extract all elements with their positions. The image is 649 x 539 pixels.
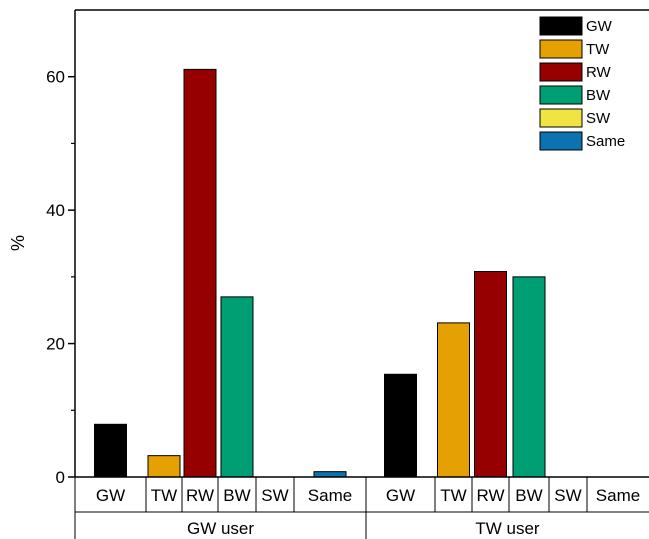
y-tick-label: 40 <box>46 201 65 220</box>
category-label: SW <box>261 486 288 505</box>
category-label: Same <box>308 486 352 505</box>
category-table: GW TW RW BW SW Same GW user GW TW RW BW SW Same TW us… <box>74 476 649 539</box>
y-tick-label: 0 <box>56 468 65 487</box>
bar-gw-user-bw <box>220 296 254 478</box>
y-tick-label: 20 <box>46 335 65 354</box>
group-label: TW user <box>475 519 540 538</box>
category-label: RW <box>186 486 214 505</box>
category-label: GW <box>386 486 415 505</box>
legend-label-gw: GW <box>586 18 613 35</box>
legend-swatch-bw <box>539 85 583 105</box>
legend-label-sw: SW <box>586 110 611 127</box>
bar-gw-user-gw <box>94 423 127 478</box>
legend-swatch-rw <box>539 62 583 82</box>
category-label: TW <box>440 486 466 505</box>
category-label: RW <box>476 486 504 505</box>
legend-swatch-same <box>539 131 583 151</box>
category-label: BW <box>515 486 542 505</box>
category-label: TW <box>151 486 177 505</box>
y-axis-label: % <box>8 235 28 251</box>
category-label: Same <box>596 486 640 505</box>
legend-label-bw: BW <box>586 87 611 104</box>
bar-tw-user-rw <box>474 271 507 478</box>
bar-tw-user-bw <box>512 276 546 478</box>
legend-swatch-sw <box>539 108 583 128</box>
bars <box>94 68 546 478</box>
legend: GW TW RW BW SW Same <box>539 16 625 151</box>
bar-tw-user-gw <box>384 373 417 478</box>
category-label: GW <box>96 486 125 505</box>
legend-label-rw: RW <box>586 64 612 81</box>
legend-label-same: Same <box>586 133 625 150</box>
bar-gw-user-rw <box>183 68 217 478</box>
legend-swatch-tw <box>539 39 583 59</box>
group-label: GW user <box>187 519 254 538</box>
bar-gw-user-same <box>313 471 347 478</box>
axes: 0 20 40 60% <box>8 9 649 487</box>
legend-swatch-gw <box>539 16 583 36</box>
bar-tw-user-tw <box>437 322 470 478</box>
legend-label-tw: TW <box>586 41 610 58</box>
category-label: BW <box>223 486 250 505</box>
bar-gw-user-tw <box>147 455 181 478</box>
category-label: SW <box>554 486 581 505</box>
y-tick-label: 60 <box>46 68 65 87</box>
